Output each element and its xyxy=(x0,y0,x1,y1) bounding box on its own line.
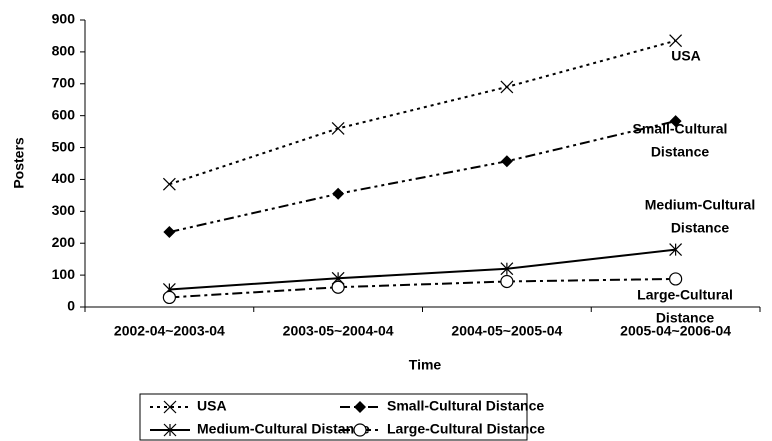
marker-shape xyxy=(500,274,514,289)
marker xyxy=(669,34,683,48)
x-tick-label: 2005-04~2006-04 xyxy=(620,323,731,339)
marker-stroke xyxy=(162,177,176,191)
marker-shape xyxy=(332,187,345,200)
marker-shape xyxy=(500,155,513,168)
marker xyxy=(162,177,176,191)
marker xyxy=(500,262,514,276)
y-tick-label: 0 xyxy=(67,298,75,314)
annotation: Large-Cultural xyxy=(637,287,733,303)
marker xyxy=(500,80,514,94)
legend-box xyxy=(139,393,528,441)
marker xyxy=(669,115,682,128)
y-tick-label: 600 xyxy=(52,106,76,122)
series-line xyxy=(169,277,676,299)
annotation: Distance xyxy=(671,220,730,236)
legend-item: Large-Cultural Distance xyxy=(340,421,545,437)
y-tick-label: 800 xyxy=(52,43,76,59)
legend-label: Small-Cultural Distance xyxy=(387,398,544,414)
legend-item: USA xyxy=(150,398,227,414)
y-tick-label: 900 xyxy=(52,11,76,27)
marker-shape xyxy=(354,401,366,413)
annotation: Distance xyxy=(651,144,710,160)
y-tick-label: 400 xyxy=(52,170,76,186)
annotation: USA xyxy=(671,48,701,64)
marker xyxy=(353,423,367,437)
x-tick-label: 2003-05~2004-04 xyxy=(283,323,394,339)
marker-stroke xyxy=(669,34,683,48)
marker-shape xyxy=(163,226,176,239)
annotation: Small-Cultural xyxy=(633,121,728,137)
x-tick-label: 2002-04~2003-04 xyxy=(114,323,225,339)
y-tick-label: 100 xyxy=(52,266,76,282)
marker-shape xyxy=(669,272,683,286)
legend-label: USA xyxy=(197,398,227,414)
marker-shape xyxy=(162,290,176,305)
series-line xyxy=(169,120,676,234)
legend-label: Large-Cultural Distance xyxy=(387,421,545,437)
x-axis-label: Time xyxy=(409,357,442,373)
marker xyxy=(163,226,176,239)
marker-shape xyxy=(331,280,345,294)
marker-shape xyxy=(353,423,367,437)
y-axis-label: Posters xyxy=(11,137,27,189)
marker xyxy=(163,400,177,414)
marker xyxy=(669,272,683,286)
x-tick-label: 2004-05~2005-04 xyxy=(451,323,562,339)
legend-item: Medium-Cultural Distance xyxy=(150,421,370,437)
marker xyxy=(332,187,345,200)
series-line xyxy=(169,248,676,291)
marker xyxy=(500,274,514,289)
marker-stroke xyxy=(331,121,345,135)
marker xyxy=(162,290,176,305)
legend-label: Medium-Cultural Distance xyxy=(197,421,370,437)
marker xyxy=(354,401,366,413)
marker-stroke xyxy=(500,80,514,94)
marker xyxy=(669,243,683,257)
y-tick-label: 200 xyxy=(52,234,76,250)
y-tick-label: 500 xyxy=(52,138,76,154)
marker xyxy=(500,155,513,168)
marker xyxy=(331,280,345,294)
marker xyxy=(331,121,345,135)
y-tick-label: 700 xyxy=(52,74,76,90)
marker-stroke xyxy=(163,400,177,414)
annotation: Distance xyxy=(656,310,715,326)
marker xyxy=(163,423,177,437)
y-tick-label: 300 xyxy=(52,202,76,218)
marker-shape xyxy=(669,115,682,128)
annotation: Medium-Cultural xyxy=(645,197,755,213)
series-line xyxy=(169,39,676,186)
legend-item: Small-Cultural Distance xyxy=(340,398,544,414)
